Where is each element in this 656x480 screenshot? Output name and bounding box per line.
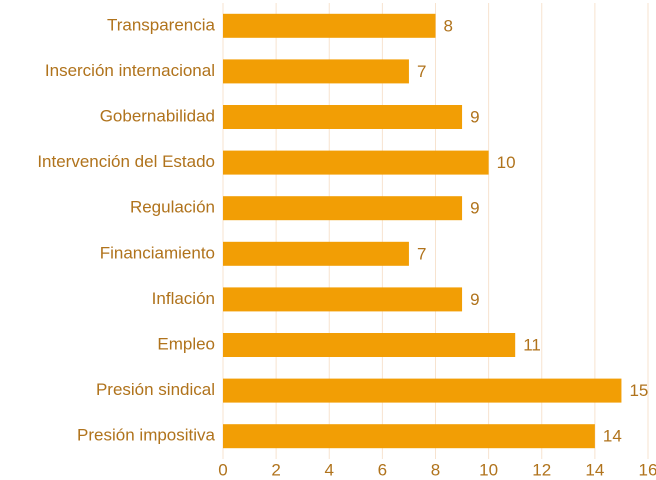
x-tick-label: 4 bbox=[325, 460, 334, 479]
x-tick-label: 16 bbox=[639, 460, 656, 479]
value-label: 8 bbox=[444, 16, 453, 35]
y-tick-label: Presión impositiva bbox=[77, 426, 215, 445]
y-tick-label: Regulación bbox=[130, 198, 215, 217]
y-tick-label: Intervención del Estado bbox=[37, 152, 215, 171]
bar bbox=[223, 196, 463, 221]
y-tick-label: Inflación bbox=[152, 289, 215, 308]
value-label: 10 bbox=[497, 153, 516, 172]
value-label: 7 bbox=[417, 62, 426, 81]
y-tick-label: Gobernabilidad bbox=[100, 106, 215, 125]
x-tick-label: 6 bbox=[378, 460, 387, 479]
value-label: 9 bbox=[470, 290, 479, 309]
bar bbox=[223, 287, 463, 312]
bar bbox=[223, 105, 463, 129]
bar bbox=[223, 241, 409, 266]
y-tick-label: Presión sindical bbox=[96, 380, 215, 399]
y-tick-label: Transparencia bbox=[107, 15, 216, 34]
x-tick-label: 2 bbox=[271, 460, 280, 479]
bar bbox=[223, 333, 516, 357]
value-label: 14 bbox=[603, 427, 622, 446]
bar bbox=[223, 378, 622, 403]
y-tick-label: Financiamiento bbox=[100, 243, 215, 262]
value-label: 9 bbox=[470, 107, 479, 126]
bar bbox=[223, 150, 489, 175]
value-label: 9 bbox=[470, 199, 479, 218]
x-tick-label: 0 bbox=[218, 460, 227, 479]
x-tick-label: 14 bbox=[585, 460, 604, 479]
x-tick-label: 12 bbox=[532, 460, 551, 479]
bar bbox=[223, 424, 595, 449]
y-tick-label: Empleo bbox=[157, 334, 215, 353]
bar bbox=[223, 59, 409, 84]
value-label: 7 bbox=[417, 244, 426, 263]
y-tick-label: Inserción internacional bbox=[45, 61, 215, 80]
x-tick-label: 8 bbox=[431, 460, 440, 479]
value-label: 15 bbox=[629, 381, 648, 400]
bar bbox=[223, 13, 436, 38]
value-label: 11 bbox=[523, 335, 541, 354]
x-tick-label: 10 bbox=[479, 460, 498, 479]
